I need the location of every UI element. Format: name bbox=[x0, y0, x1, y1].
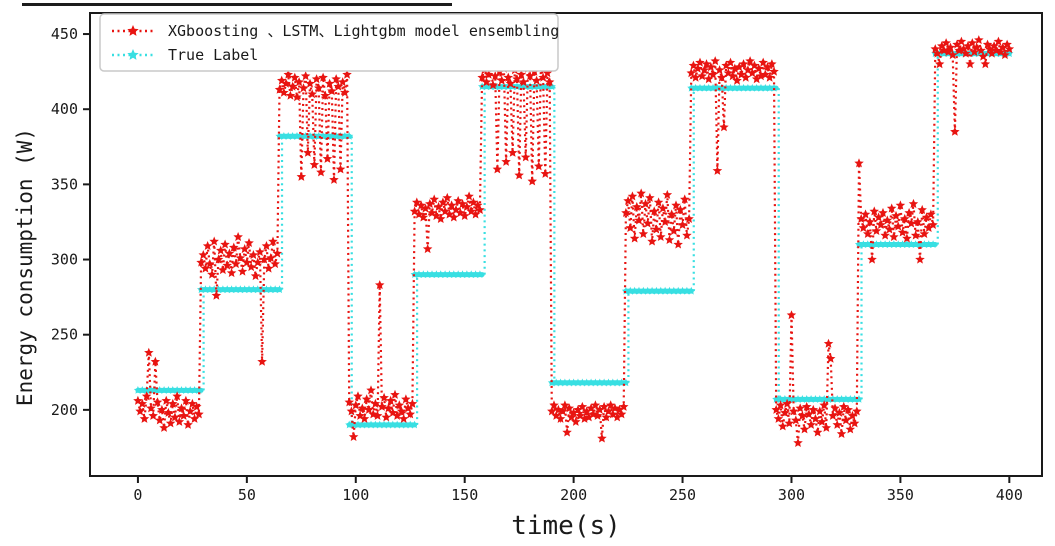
true-label-stars bbox=[478, 82, 556, 91]
true-label-stars bbox=[410, 270, 484, 278]
true-label-stars bbox=[547, 378, 630, 387]
plot-area: 0 50 100 150 200 250 300 350 400 200 250 300 350 400 4… bbox=[51, 12, 1043, 504]
x-tick-label: 350 bbox=[887, 486, 914, 504]
window-edge-artifact bbox=[22, 3, 452, 6]
y-axis-label: Energy consumption (W) bbox=[13, 128, 37, 406]
x-tick-label: 150 bbox=[451, 486, 478, 504]
y-tick-label: 200 bbox=[51, 401, 78, 419]
y-tick-label: 300 bbox=[51, 251, 78, 269]
legend-entry-predictions: XGboosting 、LSTM、Lightgbm model ensembli… bbox=[112, 22, 559, 40]
true-label-stars bbox=[772, 395, 864, 403]
y-tick-label: 250 bbox=[51, 326, 78, 344]
true-label-stars bbox=[854, 240, 938, 248]
x-tick-label: 200 bbox=[560, 486, 587, 504]
x-tick-label: 50 bbox=[238, 486, 256, 504]
x-tick-label: 400 bbox=[996, 486, 1023, 504]
y-tick-label: 350 bbox=[51, 175, 78, 193]
x-tick-label: 300 bbox=[778, 486, 805, 504]
true-label-stars bbox=[687, 83, 779, 92]
legend: XGboosting 、LSTM、Lightgbm model ensembli… bbox=[99, 13, 559, 72]
true-label-stars bbox=[275, 132, 354, 140]
true-label-stars bbox=[197, 285, 284, 294]
star-icon bbox=[127, 49, 139, 60]
x-axis-label: time(s) bbox=[511, 511, 621, 541]
x-tick-label: 100 bbox=[342, 486, 369, 504]
axes-frame bbox=[89, 12, 1043, 477]
legend-entry-true-label: True Label bbox=[112, 46, 258, 64]
y-tick-label: 450 bbox=[51, 25, 78, 43]
star-icon bbox=[127, 25, 139, 36]
x-tick-label: 0 bbox=[133, 486, 142, 504]
legend-label-true: True Label bbox=[168, 46, 258, 64]
legend-box bbox=[99, 13, 559, 72]
x-tick-label: 250 bbox=[669, 486, 696, 504]
true-label-series bbox=[133, 49, 1014, 429]
y-tick-label: 400 bbox=[51, 100, 78, 118]
true-label-stars bbox=[345, 420, 419, 429]
legend-label-predictions: XGboosting 、LSTM、Lightgbm model ensembli… bbox=[168, 22, 559, 40]
true-label-stars bbox=[621, 286, 696, 295]
axis-ticks: 0 50 100 150 200 250 300 350 400 200 250 300 350 400 4… bbox=[51, 25, 1023, 504]
